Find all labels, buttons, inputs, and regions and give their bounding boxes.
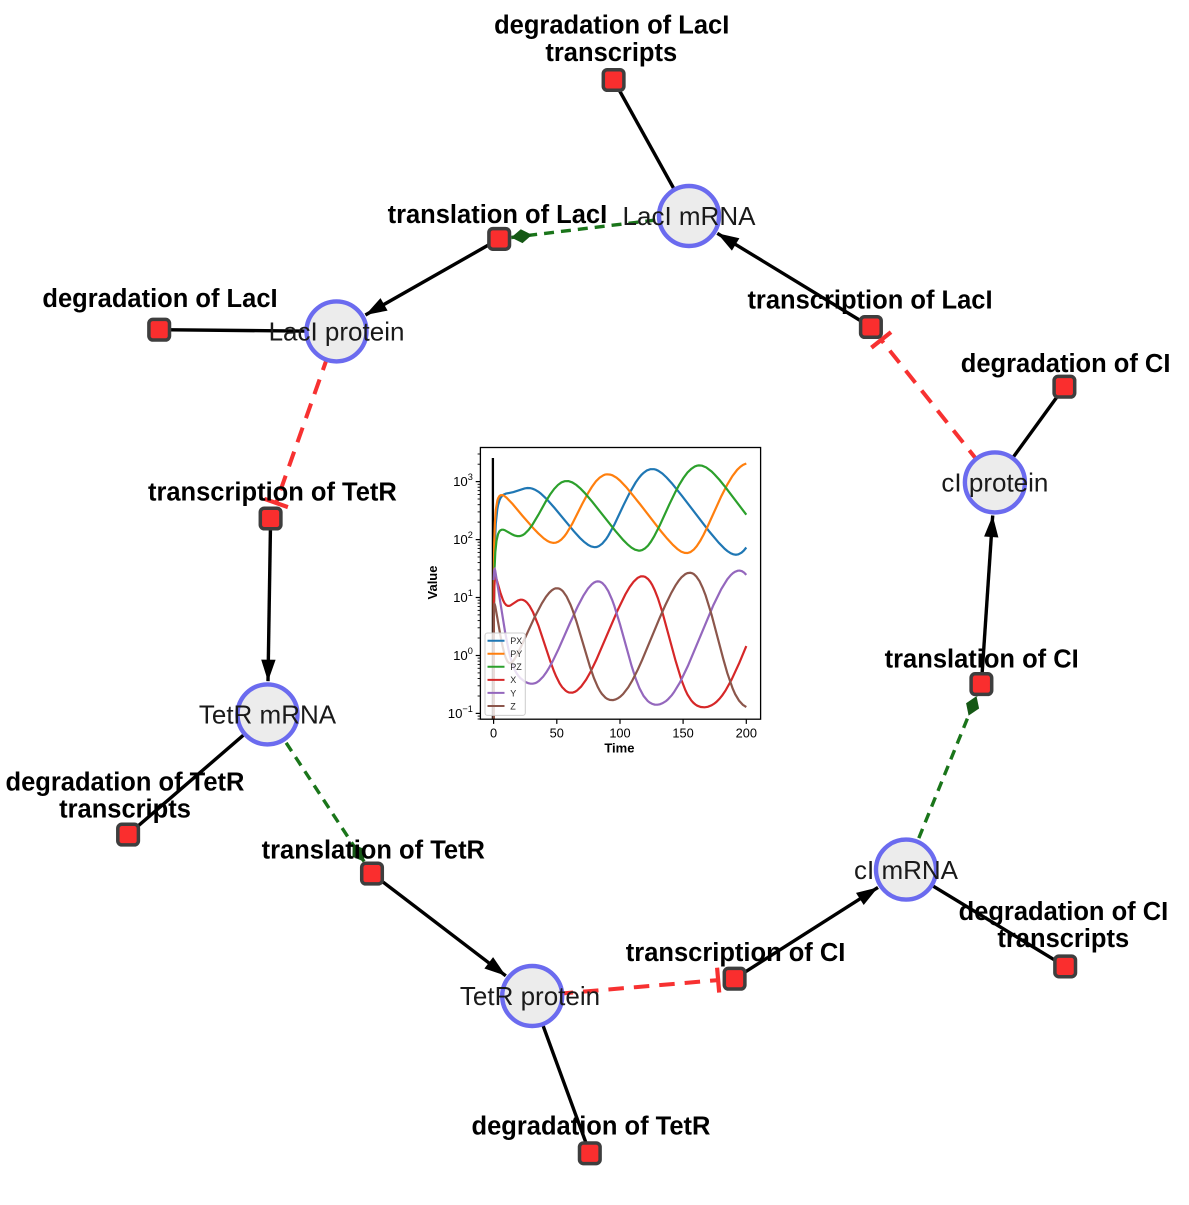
svg-text:PY: PY <box>510 649 522 659</box>
svg-text:translation of TetR: translation of TetR <box>262 837 485 865</box>
svg-text:Y: Y <box>510 688 516 698</box>
svg-text:degradation of CI: degradation of CI <box>961 350 1171 378</box>
svg-text:translation of CI: translation of CI <box>885 646 1079 674</box>
svg-text:transcription of TetR: transcription of TetR <box>148 479 397 507</box>
svg-text:transcription of CI: transcription of CI <box>626 939 846 967</box>
svg-text:translation of LacI: translation of LacI <box>388 201 608 229</box>
svg-text:degradation of TetR: degradation of TetR <box>472 1113 711 1141</box>
svg-text:transcripts: transcripts <box>59 796 191 824</box>
svg-text:TetR mRNA: TetR mRNA <box>199 699 337 729</box>
svg-text:0: 0 <box>490 725 497 740</box>
svg-text:150: 150 <box>672 725 693 740</box>
svg-text:X: X <box>510 675 516 685</box>
svg-text:degradation of LacI: degradation of LacI <box>42 285 277 313</box>
svg-text:transcripts: transcripts <box>545 39 677 67</box>
svg-text:degradation of CI: degradation of CI <box>959 898 1169 926</box>
svg-text:degradation of TetR: degradation of TetR <box>6 768 245 796</box>
svg-text:LacI protein: LacI protein <box>269 316 405 346</box>
svg-text:Value: Value <box>425 566 440 600</box>
svg-text:LacI mRNA: LacI mRNA <box>623 201 757 231</box>
svg-text:cI protein: cI protein <box>941 467 1048 497</box>
svg-text:50: 50 <box>550 725 564 740</box>
svg-text:200: 200 <box>736 725 757 740</box>
svg-text:Z: Z <box>510 701 516 711</box>
svg-text:Time: Time <box>604 740 634 755</box>
svg-text:100: 100 <box>609 725 630 740</box>
svg-text:TetR protein: TetR protein <box>460 981 600 1011</box>
svg-text:PZ: PZ <box>510 662 522 672</box>
svg-text:transcripts: transcripts <box>997 925 1129 953</box>
svg-text:cI mRNA: cI mRNA <box>854 855 959 885</box>
svg-text:degradation of LacI: degradation of LacI <box>494 12 729 40</box>
svg-text:transcription of LacI: transcription of LacI <box>747 286 992 314</box>
svg-text:PX: PX <box>510 636 522 646</box>
